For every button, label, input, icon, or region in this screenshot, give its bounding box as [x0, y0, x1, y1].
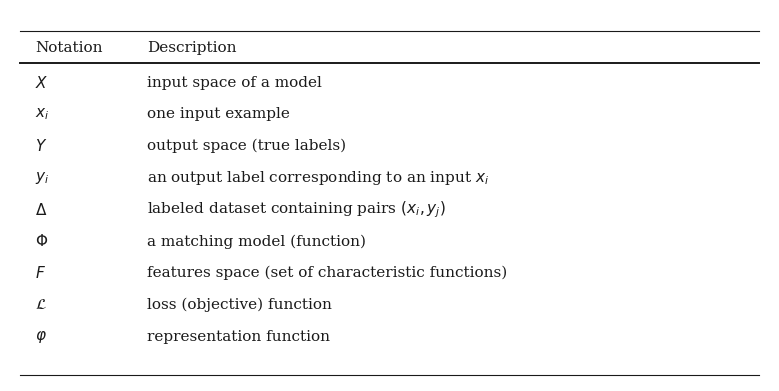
Text: $\varphi$: $\varphi$ — [35, 329, 47, 345]
Text: $Y$: $Y$ — [35, 138, 48, 154]
Text: $X$: $X$ — [35, 75, 48, 91]
Text: Description: Description — [146, 41, 236, 55]
Text: representation function: representation function — [146, 330, 330, 344]
Text: $F$: $F$ — [35, 265, 46, 281]
Text: labeled dataset containing pairs $(x_i, y_j)$: labeled dataset containing pairs $(x_i, … — [146, 199, 446, 220]
Text: $\mathcal{L}$: $\mathcal{L}$ — [35, 298, 47, 312]
Text: Notation: Notation — [35, 41, 103, 55]
Text: output space (true labels): output space (true labels) — [146, 139, 346, 153]
Text: $y_i$: $y_i$ — [35, 170, 49, 186]
Text: an output label corresponding to an input $x_i$: an output label corresponding to an inpu… — [146, 169, 488, 187]
Text: one input example: one input example — [146, 108, 290, 121]
Text: a matching model (function): a matching model (function) — [146, 234, 365, 249]
Text: loss (objective) function: loss (objective) function — [146, 298, 332, 312]
Text: $x_i$: $x_i$ — [35, 106, 49, 122]
Text: features space (set of characteristic functions): features space (set of characteristic fu… — [146, 266, 507, 280]
Text: $\Phi$: $\Phi$ — [35, 233, 48, 249]
Text: $\Delta$: $\Delta$ — [35, 202, 48, 218]
Text: input space of a model: input space of a model — [146, 75, 322, 90]
